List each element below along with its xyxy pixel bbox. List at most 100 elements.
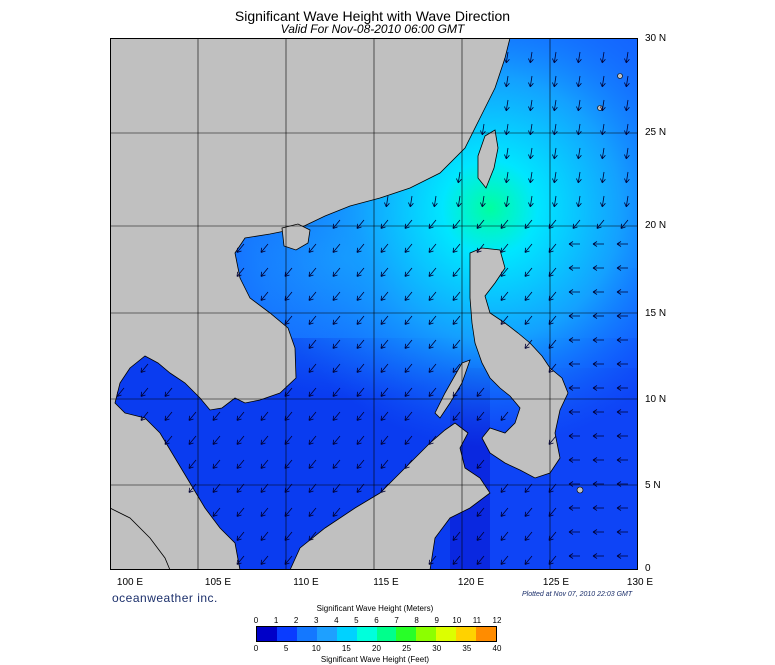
wave-arrow (356, 483, 365, 493)
wave-arrow (592, 481, 604, 487)
wave-arrow (548, 483, 557, 493)
wave-arrow (552, 147, 558, 160)
wave-arrow (552, 123, 558, 136)
feet-tick: 30 (432, 644, 442, 653)
wave-arrow (596, 219, 605, 229)
wave-arrow (476, 243, 485, 253)
lon-label-110: 110 E (293, 577, 319, 588)
wave-arrow (548, 435, 557, 445)
wave-arrow (212, 483, 221, 493)
wave-arrow (616, 529, 628, 535)
wave-arrow (452, 243, 461, 253)
wave-arrow (260, 531, 269, 541)
wave-arrow (568, 433, 580, 439)
wave-arrow (308, 315, 317, 325)
meter-tick: 7 (394, 616, 399, 625)
wave-arrow (552, 171, 558, 184)
lat-label-5: 5 N (645, 480, 661, 491)
colorbar-swatch (416, 627, 437, 641)
wave-arrow (332, 315, 341, 325)
meter-tick: 4 (334, 616, 339, 625)
feet-tick: 20 (372, 644, 381, 653)
wave-arrow (452, 363, 461, 373)
wave-arrow (404, 243, 413, 253)
wave-arrow (356, 291, 365, 301)
feet-tick: 10 (311, 644, 321, 653)
wave-arrow (308, 435, 317, 445)
lon-label-130: 130 E (626, 577, 654, 588)
wave-arrow (624, 195, 630, 208)
wave-arrow (308, 387, 317, 397)
wave-arrow (428, 315, 437, 325)
wave-arrow (624, 75, 630, 88)
wave-height-map (110, 38, 638, 570)
wave-arrow (404, 459, 413, 469)
wave-arrow (552, 195, 558, 208)
meter-tick: 2 (293, 616, 299, 625)
wave-arrow (568, 457, 580, 463)
wave-arrow (576, 171, 582, 184)
wave-arrow (188, 459, 197, 469)
wave-arrow (452, 531, 461, 541)
wave-arrow (500, 315, 509, 325)
wave-arrow (332, 363, 341, 373)
wave-arrow (356, 411, 365, 421)
wave-arrow (616, 313, 628, 319)
wave-arrow (284, 435, 293, 445)
wave-arrow (528, 171, 534, 184)
wave-arrow (356, 315, 365, 325)
lon-label-100: 100 E (116, 577, 144, 588)
wave-arrow (600, 123, 606, 136)
wave-arrow (236, 531, 245, 541)
wave-arrow (504, 123, 510, 136)
wave-arrow (332, 459, 341, 469)
wave-arrow (284, 483, 293, 493)
wave-arrow (504, 171, 510, 184)
wave-arrow (380, 243, 389, 253)
wave-arrow (552, 75, 558, 88)
wave-arrow (164, 387, 173, 397)
wave-arrow (356, 459, 365, 469)
lon-label-105: 105 E (204, 577, 232, 588)
wave-arrow (548, 315, 557, 325)
wave-arrow (616, 481, 628, 487)
wave-arrow (284, 507, 293, 517)
wave-arrow (404, 219, 413, 229)
wave-arrow (356, 243, 365, 253)
wave-arrow (476, 507, 485, 517)
wave-arrow (212, 435, 221, 445)
wave-arrow (548, 555, 557, 565)
wave-arrow (428, 555, 437, 565)
wave-arrow (404, 315, 413, 325)
wave-arrow (188, 435, 197, 445)
lon-label-115: 115 E (373, 577, 399, 588)
wave-arrow (500, 411, 509, 421)
wave-arrow (568, 409, 580, 415)
wave-arrow (600, 195, 606, 208)
meter-tick: 9 (434, 616, 439, 625)
wave-arrow (476, 531, 485, 541)
wave-arrow (380, 435, 389, 445)
wave-arrow (432, 195, 438, 208)
wave-arrow (452, 339, 461, 349)
wave-arrow (568, 385, 580, 391)
wave-arrow (456, 195, 462, 208)
feet-tick: 35 (462, 644, 472, 653)
feet-tick: 15 (341, 644, 351, 653)
lat-label-15: 15 N (645, 308, 667, 319)
wave-arrow (568, 313, 580, 319)
wave-arrow (116, 387, 125, 397)
lat-label-20: 20 N (645, 220, 667, 231)
wave-arrow (332, 339, 341, 349)
wave-arrow (500, 219, 509, 229)
wave-arrow (404, 435, 413, 445)
wave-arrow (616, 289, 628, 295)
wave-arrow (260, 267, 269, 277)
wave-arrow (548, 363, 557, 373)
meter-tick: 1 (273, 616, 279, 625)
colorbar-swatch (456, 627, 477, 641)
wave-arrow (624, 147, 630, 160)
wave-arrow (548, 219, 557, 229)
wave-arrow (356, 363, 365, 373)
wave-arrow (568, 529, 580, 535)
